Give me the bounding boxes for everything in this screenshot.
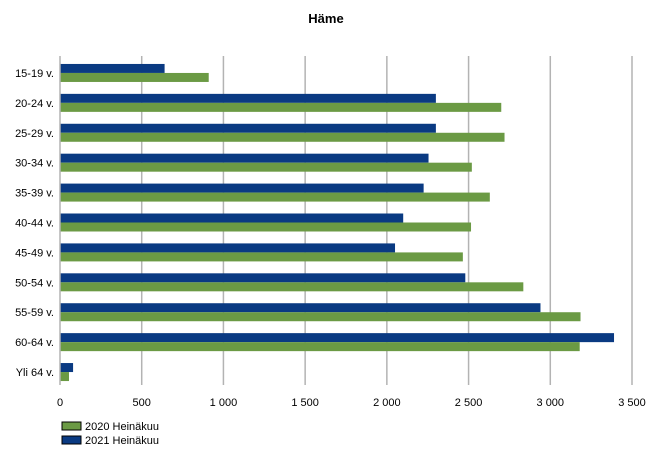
y-tick-label: 60-64 v. [15,337,54,349]
y-tick-label: Yli 64 v. [16,367,54,379]
y-tick-label: 55-59 v. [15,307,54,319]
bar-2021-heinkuu [60,273,466,283]
bar-2021-heinkuu [60,333,615,343]
y-tick-label: 25-29 v. [15,128,54,140]
x-tick-label: 3 000 [537,397,565,409]
x-tick-label: 2 000 [373,397,401,409]
bar-2021-heinkuu [60,153,429,163]
bar-2021-heinkuu [60,123,436,133]
bar-2020-heinkuu [60,162,472,172]
x-tick-label: 0 [57,397,63,409]
bar-2020-heinkuu [60,342,580,352]
y-tick-label: 20-24 v. [15,98,54,110]
bar-2020-heinkuu [60,132,505,142]
bar-2020-heinkuu [60,252,463,262]
bar-2021-heinkuu [60,243,396,253]
bar-2021-heinkuu [60,93,436,103]
y-tick-label: 15-19 v. [15,68,54,80]
bar-2021-heinkuu [60,63,165,73]
legend-label: 2021 Heinäkuu [85,435,159,447]
x-tick-label: 500 [133,397,151,409]
axes: 0 500 1 000 1 500 2 000 2 500 3 000 3 500 15-19 … [15,56,646,409]
y-tick-label: 30-34 v. [15,158,54,170]
bar-2021-heinkuu [60,183,424,193]
bar-2020-heinkuu [60,372,69,382]
bar-2021-heinkuu [60,213,404,223]
y-tick-label: 45-49 v. [15,247,54,259]
bar-2021-heinkuu [60,363,74,373]
bar-2020-heinkuu [60,222,472,232]
x-tick-label: 1 000 [210,397,238,409]
bar-2020-heinkuu [60,72,209,82]
bar-2020-heinkuu [60,312,581,322]
x-tick-label: 3 500 [618,397,646,409]
x-tick-label: 2 500 [455,397,483,409]
legend: 2020 Heinäkuu 2021 Heinäkuu [61,421,159,447]
y-tick-label: 50-54 v. [15,277,54,289]
bar-2020-heinkuu [60,102,502,112]
bar-2021-heinkuu [60,303,541,313]
bar-2020-heinkuu [60,192,490,202]
x-tick-label: 1 500 [291,397,319,409]
legend-swatch [61,435,82,445]
bar-2020-heinkuu [60,282,524,292]
legend-swatch [61,421,82,431]
y-tick-label: 40-44 v. [15,218,54,230]
chart-title: Häme [308,11,343,26]
legend-label: 2020 Heinäkuu [85,421,159,433]
bars [60,63,615,382]
y-tick-label: 35-39 v. [15,188,54,200]
